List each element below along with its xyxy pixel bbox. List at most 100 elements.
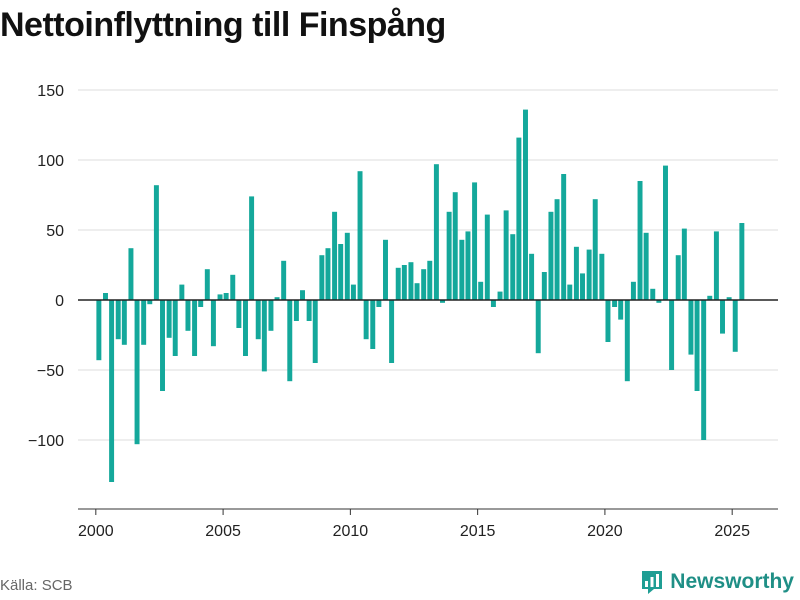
bar: [160, 300, 165, 391]
bar: [128, 248, 134, 300]
bar: [427, 260, 433, 300]
bar: [510, 234, 516, 300]
bar: [580, 273, 585, 300]
bar: [395, 267, 401, 300]
bar: [325, 248, 331, 300]
bar: [192, 300, 198, 356]
bar: [586, 249, 592, 300]
bar: [630, 281, 636, 300]
bar: [478, 281, 484, 300]
y-tick-label: 0: [55, 293, 64, 310]
brand-logo: Newsworthy: [640, 567, 794, 597]
chart-title: Nettoinflyttning till Finspång: [0, 6, 446, 44]
bar: [694, 300, 700, 391]
bar: [383, 239, 388, 300]
x-axis: [78, 508, 778, 515]
bar: [363, 300, 369, 340]
bar: [319, 255, 325, 300]
bar: [452, 192, 458, 300]
bar: [185, 300, 191, 331]
x-tick-label: 2025: [714, 523, 750, 540]
bar: [121, 300, 127, 345]
bar: [624, 300, 630, 382]
bar: [153, 185, 159, 300]
bar: [198, 300, 204, 307]
bar: [503, 210, 509, 300]
bar: [643, 232, 649, 300]
bar: [261, 300, 267, 372]
bar: [408, 262, 414, 300]
bar: [350, 284, 356, 300]
bar: [490, 300, 496, 307]
bar: [701, 300, 707, 440]
bar: [357, 171, 363, 300]
bar: [523, 109, 528, 300]
bar: [732, 300, 738, 352]
bar: [370, 300, 376, 349]
bar: [713, 231, 719, 300]
y-tick-labels: −100 −50 0 50 100 150: [28, 83, 64, 450]
bar: [210, 300, 216, 347]
x-tick-labels: 2000 2005 2010 2015 2020 2025: [78, 523, 750, 540]
bar: [293, 300, 299, 321]
brand-name: Newsworthy: [670, 570, 794, 593]
bar: [376, 300, 382, 307]
bar: [204, 269, 210, 300]
bar: [681, 228, 687, 300]
bar: [401, 265, 407, 300]
bar: [103, 293, 108, 300]
bar: [567, 284, 573, 300]
bar: [707, 295, 713, 300]
y-tick-label: 100: [37, 153, 64, 170]
bar: [236, 300, 242, 328]
x-tick-label: 2000: [78, 523, 114, 540]
source-note: Källa: SCB: [0, 577, 73, 594]
bar: [663, 165, 668, 300]
bar-chart: −100 −50 0 50 100 150 2000 2005 2010 2015 2020 202…: [28, 83, 778, 540]
bar: [249, 196, 255, 300]
gridlines: [78, 89, 778, 441]
bar: [217, 294, 223, 300]
bar: [281, 260, 287, 300]
bar: [115, 300, 121, 340]
bar: [472, 182, 478, 300]
bar: [274, 297, 280, 300]
bar: [605, 300, 611, 342]
bar: [592, 199, 598, 300]
bar: [338, 244, 344, 300]
x-tick-label: 2010: [333, 523, 369, 540]
bar: [637, 181, 643, 300]
x-tick-label: 2015: [460, 523, 496, 540]
bar: [433, 164, 439, 300]
bar: [306, 300, 312, 321]
bar: [96, 300, 102, 361]
bar: [561, 174, 567, 300]
bar: [179, 284, 185, 300]
bar: [656, 300, 662, 303]
bar: [230, 274, 236, 300]
bar: [440, 300, 445, 303]
x-tick-label: 2020: [587, 523, 623, 540]
bar: [465, 231, 471, 300]
bar: [669, 300, 675, 370]
y-tick-label: −100: [28, 433, 64, 450]
bar: [535, 300, 541, 354]
bar: [109, 300, 115, 482]
y-tick-label: −50: [37, 363, 64, 380]
bar: [529, 253, 535, 300]
bar: [134, 300, 140, 445]
bar: [548, 211, 554, 300]
bar: [243, 300, 248, 356]
bar: [726, 297, 732, 300]
bar: [332, 211, 338, 300]
y-tick-label: 150: [37, 83, 64, 100]
bar: [344, 232, 350, 300]
bar: [166, 300, 172, 338]
bar: [300, 290, 305, 300]
bar: [516, 137, 522, 300]
bar: [612, 300, 618, 307]
bar: [268, 300, 274, 331]
bar: [421, 269, 427, 300]
bar: [255, 300, 261, 340]
x-tick-label: 2005: [205, 523, 241, 540]
